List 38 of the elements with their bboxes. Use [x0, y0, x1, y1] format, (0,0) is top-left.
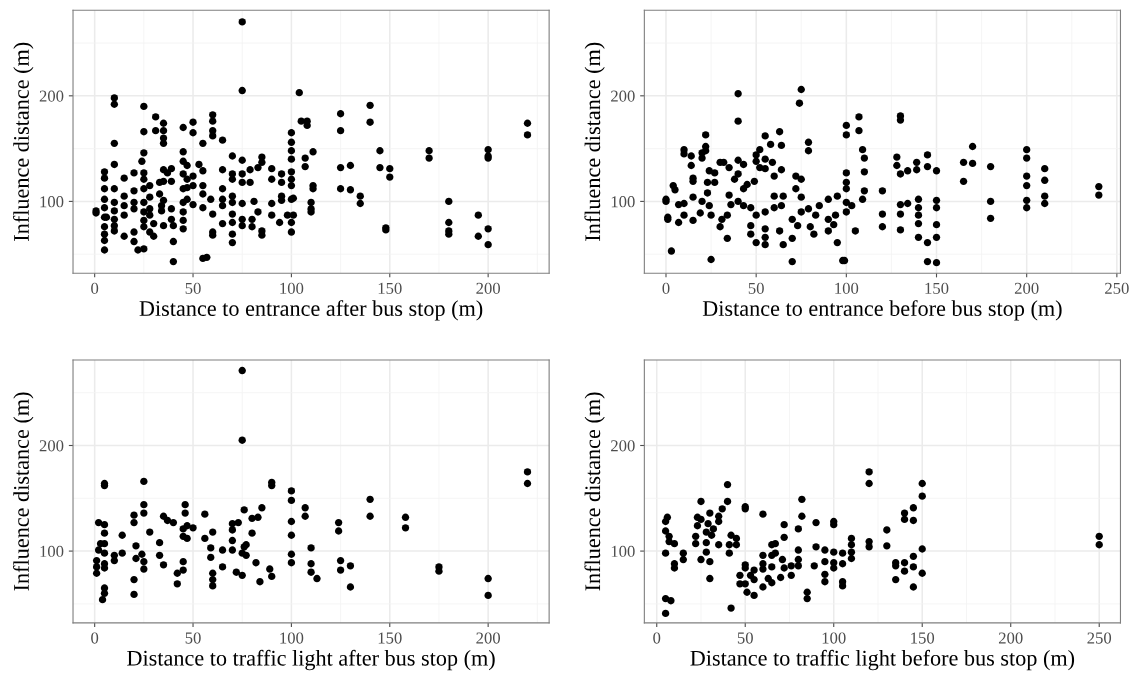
x-tick-label: 50: [185, 282, 201, 294]
y-tick-label: 200: [611, 440, 635, 452]
x-tick-label: 200: [998, 632, 1023, 644]
x-tick-label: 250: [1087, 632, 1112, 644]
x-tick-label: 150: [378, 282, 402, 294]
y-tick-label: 100: [611, 196, 635, 208]
x-tick-label: 50: [185, 632, 201, 644]
y-tick-label: 200: [39, 90, 64, 102]
x-tick-label: 100: [280, 632, 304, 644]
x-tick-label: 0: [91, 282, 99, 294]
x-tick-label: 150: [925, 282, 949, 294]
x-axis-title: Distance to entrance before bus stop (m): [702, 300, 1062, 321]
x-tick-label: 200: [1014, 282, 1039, 294]
x-tick-label: 0: [662, 282, 670, 294]
y-axis-title: Influence distance (m): [13, 42, 34, 241]
x-tick-label: 100: [280, 282, 304, 294]
x-tick-label: 200: [476, 282, 501, 294]
y-tick-label: 200: [39, 440, 64, 452]
y-tick-label: 200: [611, 90, 635, 102]
x-tick-label: 50: [737, 632, 753, 644]
x-tick-label: 0: [653, 632, 661, 644]
y-tick-label: 100: [611, 545, 635, 558]
y-tick-label: 100: [40, 196, 64, 208]
x-tick-label: 100: [835, 282, 859, 294]
x-tick-label: 250: [1105, 282, 1129, 294]
x-axis-title: Distance to entrance after bus stop (m): [139, 300, 483, 321]
x-tick-label: 100: [822, 632, 846, 644]
x-tick-label: 150: [378, 632, 402, 644]
x-axis-title: Distance to traffic light before bus stop (m): [690, 649, 1075, 671]
y-tick-label: 100: [40, 545, 64, 558]
x-tick-label: 200: [476, 632, 501, 644]
y-axis-title: Influence distance (m): [584, 42, 605, 241]
x-axis-title: Distance to traffic light after bus stop (m): [127, 649, 495, 671]
x-tick-label: 0: [91, 632, 99, 644]
x-tick-label: 150: [911, 632, 935, 644]
y-axis-title: Influence distance (m): [13, 392, 34, 591]
x-tick-label: 50: [748, 282, 764, 294]
y-axis-title: Influence distance (m): [584, 392, 605, 591]
